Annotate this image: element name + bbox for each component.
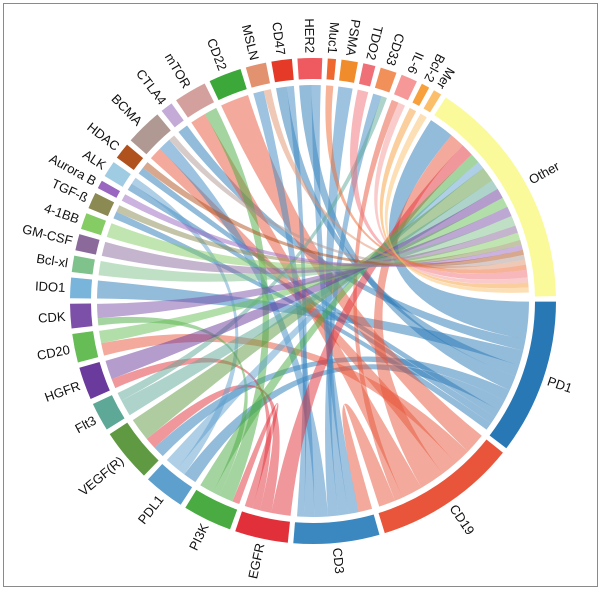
sector-muc1[interactable] [326, 58, 337, 81]
sector-4-1bb[interactable] [80, 213, 106, 236]
sector-cd20[interactable] [72, 331, 99, 363]
chord-Bcl-xl-Other [98, 216, 516, 282]
sector-ctla4[interactable] [161, 103, 184, 128]
sector-cd3[interactable] [293, 514, 380, 544]
sector-pd1[interactable] [489, 301, 556, 449]
sector-label: CD22 [204, 36, 230, 72]
chord-HDAC-Other [142, 162, 524, 267]
sector-label: CD47 [269, 21, 288, 56]
sector-label: PI3K [186, 521, 212, 553]
chord-CD19-CD3 [342, 403, 396, 513]
sector-label: TDO2 [363, 24, 386, 61]
sectors-layer [70, 57, 556, 544]
sector-label: HGFR [43, 378, 83, 405]
chord-EGFR-Other [271, 145, 472, 516]
sector-label: EGFR [245, 542, 267, 580]
sector-label: CD3 [330, 547, 347, 574]
sector-mer[interactable] [423, 90, 442, 113]
sector-psma[interactable] [339, 59, 358, 83]
sector-bcma[interactable] [130, 114, 171, 155]
sector-bcl-2[interactable] [412, 83, 430, 107]
sector-cd19[interactable] [378, 439, 503, 534]
sector-alk[interactable] [104, 162, 131, 187]
sector-bcl-xl[interactable] [71, 255, 95, 275]
sector-ido1[interactable] [70, 277, 93, 299]
sector-il-6[interactable] [393, 74, 417, 101]
sector-label: IL-6 [404, 50, 427, 77]
sector-label: Muc1 [325, 21, 342, 54]
sector-cd22[interactable] [209, 69, 247, 101]
chord-CD19-BCMA [150, 148, 456, 474]
sector-label: PD1 [545, 374, 574, 396]
chord-EGFR-PI3K [232, 402, 279, 509]
chord-PD1-TGF-ß [113, 211, 491, 430]
sector-label: CD20 [36, 342, 72, 363]
chord-VEGF(R)-Other [132, 168, 493, 439]
sector-msln[interactable] [245, 62, 271, 88]
chord-CD19-IL-6 [353, 99, 403, 501]
sector-hdac[interactable] [116, 144, 144, 171]
sector-label: mTOR [162, 50, 194, 90]
sector-other[interactable] [434, 97, 556, 297]
chord-CD3-MSLN [253, 90, 315, 517]
chord-PI3K-mTOR [204, 107, 270, 502]
sector-label: Other [526, 158, 562, 187]
sector-label: VEGF(R) [76, 453, 127, 499]
sector-hgfr[interactable] [79, 362, 110, 399]
chord-CD20-Other [99, 197, 508, 344]
sector-cd33[interactable] [374, 67, 397, 93]
sector-label: 4-1BB [42, 200, 81, 226]
sector-egfr[interactable] [235, 511, 290, 543]
chord-PD1-Other [388, 120, 529, 340]
sector-cdk[interactable] [70, 303, 93, 329]
sector-label: CD33 [383, 31, 408, 67]
sector-label: Flt3 [72, 413, 98, 437]
sector-label: BCMA [108, 91, 145, 129]
sector-pdl1[interactable] [147, 463, 193, 505]
sector-label: PDL1 [135, 492, 167, 527]
chord-PI3K-Other [200, 154, 479, 493]
chord-4-1BB-Other [106, 223, 521, 270]
chord-CD19-Other [373, 135, 463, 488]
sector-tgf-[interactable] [88, 192, 115, 217]
sector-label: IDO1 [35, 278, 66, 295]
sector-label: CTLA4 [133, 66, 169, 107]
chords-layer [97, 85, 529, 517]
sector-flt3[interactable] [92, 395, 125, 430]
sector-label: MSLN [239, 23, 262, 62]
sector-cd47[interactable] [271, 58, 294, 83]
sector-label: CD19 [447, 502, 478, 538]
chord-CDK-Other [97, 206, 512, 319]
chord-CD3-PSMA [325, 86, 353, 516]
sector-label: HER2 [302, 18, 317, 53]
chord-EGFR-VEGF(R) [146, 384, 280, 513]
sector-aurora-b[interactable] [97, 180, 121, 198]
sector-label: PSMA [343, 18, 363, 57]
sector-tdo2[interactable] [358, 63, 376, 87]
sector-gm-csf[interactable] [75, 234, 100, 255]
sector-label: GM-CSF [21, 221, 74, 248]
sector-label: Bcl-xl [35, 251, 69, 271]
chord-CD3-HER2 [311, 85, 359, 515]
chord-HGFR-Other [105, 188, 503, 380]
figure-border [3, 3, 598, 587]
sector-her2[interactable] [297, 57, 323, 80]
sector-label: CDK [38, 309, 67, 326]
chord-PDL1-ALK [131, 177, 239, 475]
sector-mtor[interactable] [176, 83, 215, 118]
chord-Flt3-Other [121, 180, 498, 416]
chord-CD19-CD22 [221, 95, 482, 452]
chord-BCMA-Other [169, 135, 526, 269]
sector-pi3k[interactable] [185, 489, 238, 530]
sector-vegf-r-[interactable] [109, 422, 159, 476]
chord-PD1-HDAC [138, 167, 500, 418]
